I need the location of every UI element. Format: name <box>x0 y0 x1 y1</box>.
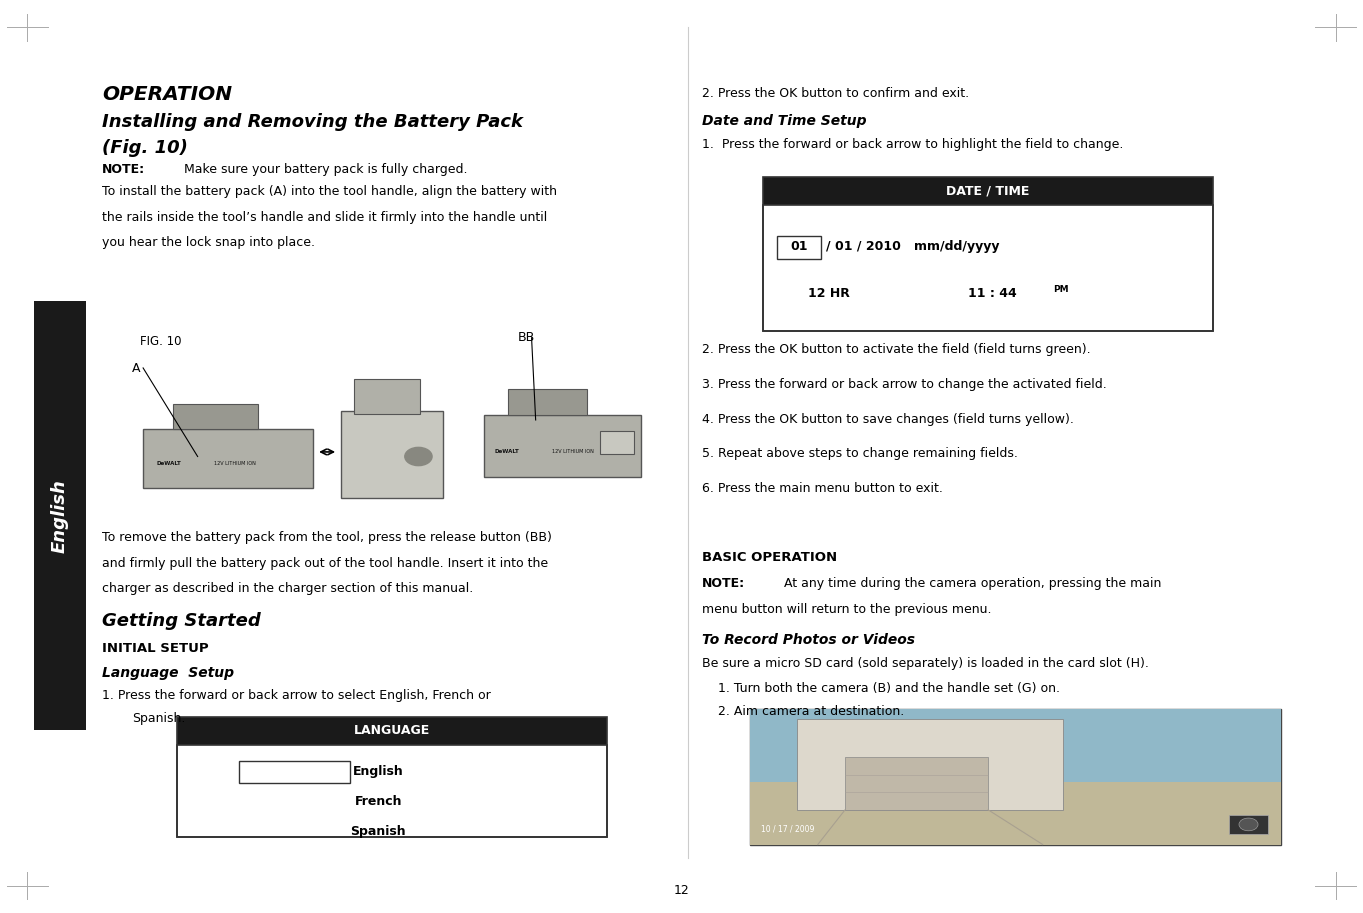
Bar <box>777 236 821 259</box>
Text: INITIAL SETUP: INITIAL SETUP <box>102 642 209 655</box>
Bar <box>239 761 350 783</box>
Bar <box>508 389 587 415</box>
Text: Installing and Removing the Battery Pack: Installing and Removing the Battery Pack <box>102 113 523 131</box>
Text: you hear the lock snap into place.: you hear the lock snap into place. <box>102 236 315 249</box>
Circle shape <box>405 447 432 466</box>
Text: 12: 12 <box>673 884 690 897</box>
Text: DeWALT: DeWALT <box>157 461 181 467</box>
Text: and firmly pull the battery pack out of the tool handle. Insert it into the: and firmly pull the battery pack out of … <box>102 557 548 570</box>
Bar <box>341 411 443 498</box>
Text: NOTE:: NOTE: <box>702 577 746 590</box>
Text: LANGUAGE: LANGUAGE <box>354 724 429 738</box>
Circle shape <box>1239 818 1258 831</box>
Text: Be sure a micro SD card (sold separately) is loaded in the card slot (H).: Be sure a micro SD card (sold separately… <box>702 657 1149 670</box>
Bar <box>143 429 313 488</box>
Text: 4. Press the OK button to save changes (field turns yellow).: 4. Press the OK button to save changes (… <box>702 413 1074 425</box>
Bar <box>484 415 641 477</box>
Bar <box>845 757 988 810</box>
Text: DeWALT: DeWALT <box>495 448 519 454</box>
Text: the rails inside the tool’s handle and slide it firmly into the handle until: the rails inside the tool’s handle and s… <box>102 211 548 224</box>
Text: Getting Started: Getting Started <box>102 612 260 630</box>
Bar <box>750 709 1281 782</box>
Text: / 01 / 2010   mm/dd/yyyy: / 01 / 2010 mm/dd/yyyy <box>826 240 999 253</box>
Bar <box>34 301 86 730</box>
Bar <box>600 431 634 454</box>
Bar <box>354 379 420 414</box>
Text: 12 HR: 12 HR <box>808 288 849 300</box>
Text: PM: PM <box>1054 285 1069 294</box>
Text: charger as described in the charger section of this manual.: charger as described in the charger sect… <box>102 582 473 595</box>
Text: To install the battery pack (A) into the tool handle, align the battery with: To install the battery pack (A) into the… <box>102 185 557 198</box>
Text: 12V LITHIUM ION: 12V LITHIUM ION <box>214 461 256 467</box>
Text: To Record Photos or Videos: To Record Photos or Videos <box>702 633 915 646</box>
Bar <box>173 404 258 429</box>
Bar <box>177 717 607 745</box>
Text: 12V LITHIUM ION: 12V LITHIUM ION <box>552 448 594 454</box>
Bar <box>763 205 1213 331</box>
Text: 6. Press the main menu button to exit.: 6. Press the main menu button to exit. <box>702 482 943 495</box>
Text: NOTE:: NOTE: <box>102 163 146 175</box>
Text: (Fig. 10): (Fig. 10) <box>102 139 188 157</box>
Bar <box>763 177 1213 205</box>
Text: Language  Setup: Language Setup <box>102 666 234 680</box>
Text: 5. Repeat above steps to change remaining fields.: 5. Repeat above steps to change remainin… <box>702 447 1018 460</box>
Text: 01: 01 <box>791 240 807 253</box>
Text: 1.  Press the forward or back arrow to highlight the field to change.: 1. Press the forward or back arrow to hi… <box>702 138 1123 151</box>
Text: OPERATION: OPERATION <box>102 85 232 104</box>
Text: BB: BB <box>518 331 536 343</box>
Text: 10 / 17 / 2009: 10 / 17 / 2009 <box>761 824 814 834</box>
Bar <box>1229 815 1268 834</box>
Text: A: A <box>132 362 140 375</box>
Text: menu button will return to the previous menu.: menu button will return to the previous … <box>702 603 991 615</box>
Text: English: English <box>50 479 70 552</box>
Text: 2. Press the OK button to confirm and exit.: 2. Press the OK button to confirm and ex… <box>702 87 969 100</box>
Bar <box>750 782 1281 845</box>
Text: Spanish: Spanish <box>350 825 406 838</box>
Text: 2. Aim camera at destination.: 2. Aim camera at destination. <box>718 705 905 718</box>
Bar <box>763 177 1213 331</box>
Text: BASIC OPERATION: BASIC OPERATION <box>702 551 837 563</box>
Text: 1. Press the forward or back arrow to select English, French or: 1. Press the forward or back arrow to se… <box>102 689 491 702</box>
Text: To remove the battery pack from the tool, press the release button (BB): To remove the battery pack from the tool… <box>102 531 552 544</box>
Text: Make sure your battery pack is fully charged.: Make sure your battery pack is fully cha… <box>180 163 468 175</box>
Bar <box>750 709 1281 845</box>
Text: Spanish.: Spanish. <box>132 712 185 725</box>
Text: Date and Time Setup: Date and Time Setup <box>702 114 867 128</box>
Text: 11 : 44: 11 : 44 <box>968 288 1017 300</box>
Text: DATE / TIME: DATE / TIME <box>946 184 1030 198</box>
Text: 1. Turn both the camera (B) and the handle set (G) on.: 1. Turn both the camera (B) and the hand… <box>718 682 1060 695</box>
Text: 3. Press the forward or back arrow to change the activated field.: 3. Press the forward or back arrow to ch… <box>702 378 1107 391</box>
Text: At any time during the camera operation, pressing the main: At any time during the camera operation,… <box>780 577 1161 590</box>
Text: FIG. 10: FIG. 10 <box>140 335 181 348</box>
Text: 2. Press the OK button to activate the field (field turns green).: 2. Press the OK button to activate the f… <box>702 343 1090 356</box>
Bar <box>177 717 607 837</box>
Bar <box>797 719 1063 810</box>
Bar <box>177 745 607 837</box>
Text: English: English <box>353 765 403 778</box>
Text: French: French <box>354 795 402 808</box>
